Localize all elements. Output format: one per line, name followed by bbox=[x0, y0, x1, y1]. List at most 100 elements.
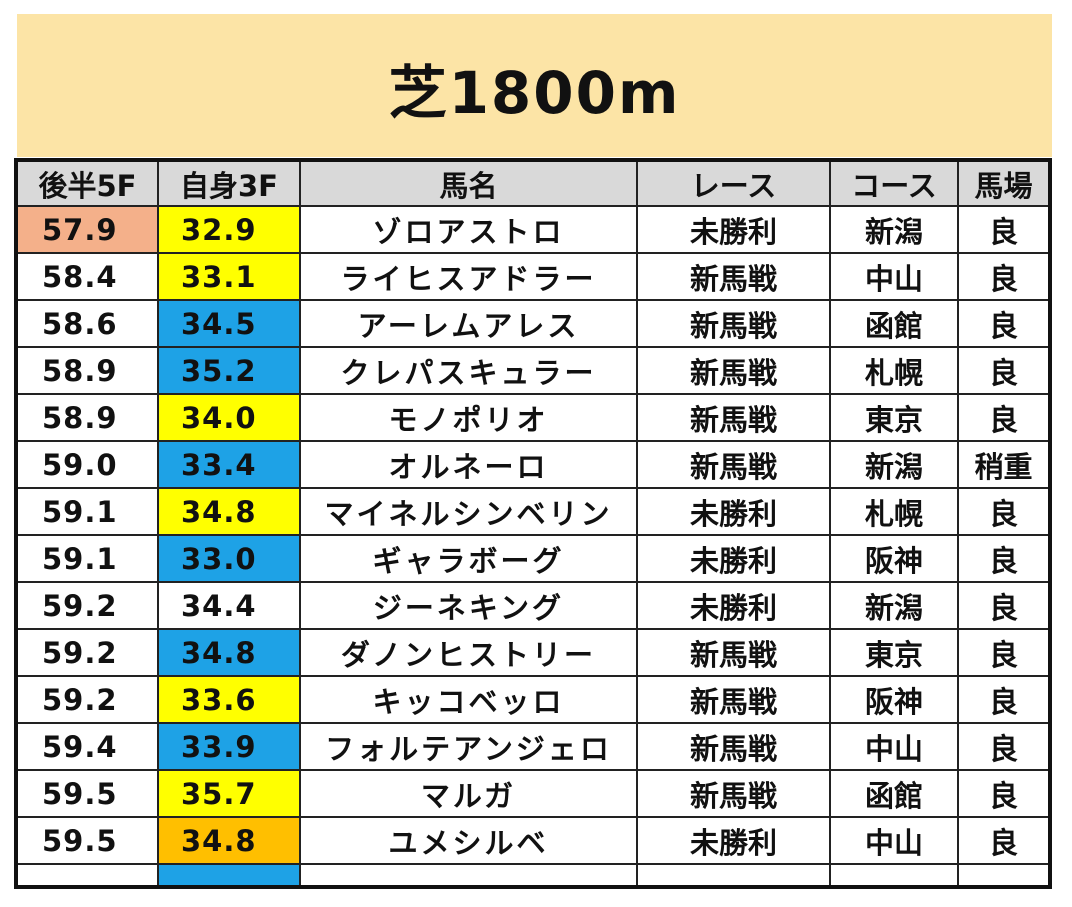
cell-going: 良 bbox=[957, 816, 1051, 865]
cell-own3f: 33.0 bbox=[157, 534, 301, 583]
cell-going: 稍重 bbox=[957, 440, 1051, 489]
cell-own3f: 35.7 bbox=[157, 769, 301, 818]
cell-going: 良 bbox=[957, 252, 1051, 301]
table-body: 57.9 32.9 ゾロアストロ 未勝利 新潟良 58.4 33.1 ライヒスアドラー 新馬戦中… bbox=[15, 205, 1051, 888]
cell-own3f: 33.1 bbox=[157, 252, 301, 301]
cell-course: 新潟 bbox=[829, 205, 959, 254]
cell-course: 中山 bbox=[829, 252, 959, 301]
title-banner: 芝1800m bbox=[17, 14, 1052, 157]
cell-late5f: 58.4 bbox=[15, 252, 159, 301]
table-row: 59.2 34.8 ダノンヒストリー 新馬戦 東京良 bbox=[15, 628, 1051, 677]
cell-own3f: 34.4 bbox=[157, 581, 301, 630]
table-row: 58.6 34.5 アーレムアレス 新馬戦 函館良 bbox=[15, 299, 1051, 348]
table-header: 後半5F 自身3F 馬名 レース コース 馬場 bbox=[15, 159, 1051, 207]
cell-own3f: 35.2 bbox=[157, 346, 301, 395]
cell-race: 新馬戦 bbox=[636, 769, 831, 818]
cell-own3f: 34.8 bbox=[157, 628, 301, 677]
cell-course: 阪神 bbox=[829, 675, 959, 724]
cell-going: 良 bbox=[957, 346, 1051, 395]
cell-going: 良 bbox=[957, 581, 1051, 630]
cell-late5f-partial bbox=[15, 863, 159, 888]
cell-horse-name: ダノンヒストリー bbox=[299, 628, 638, 677]
cell-late5f: 59.5 bbox=[15, 769, 159, 818]
table-row: 58.9 34.0 モノポリオ 新馬戦 東京良 bbox=[15, 393, 1051, 442]
header-horse-name: 馬名 bbox=[299, 159, 638, 207]
cell-going: 良 bbox=[957, 393, 1051, 442]
cell-horse-name: ユメシルベ bbox=[299, 816, 638, 865]
cell-race: 新馬戦 bbox=[636, 393, 831, 442]
header-race: レース bbox=[636, 159, 831, 207]
cell-course: 東京 bbox=[829, 628, 959, 677]
cell-horse-name: アーレムアレス bbox=[299, 299, 638, 348]
table-row: 58.4 33.1 ライヒスアドラー 新馬戦 中山良 bbox=[15, 252, 1051, 301]
cell-horse-name: ギャラボーグ bbox=[299, 534, 638, 583]
cell-own3f: 34.8 bbox=[157, 487, 301, 536]
header-late5f: 後半5F bbox=[15, 159, 159, 207]
cell-race: 新馬戦 bbox=[636, 346, 831, 395]
cell-late5f: 59.5 bbox=[15, 816, 159, 865]
cell-course: 中山 bbox=[829, 816, 959, 865]
cell-course: 新潟 bbox=[829, 581, 959, 630]
table-row: 59.1 33.0 ギャラボーグ 未勝利 阪神良 bbox=[15, 534, 1051, 583]
cell-going: 良 bbox=[957, 722, 1051, 771]
cell-course: 中山 bbox=[829, 722, 959, 771]
cell-late5f: 58.9 bbox=[15, 346, 159, 395]
cell-race: 未勝利 bbox=[636, 487, 831, 536]
cell-race: 未勝利 bbox=[636, 205, 831, 254]
cell-course: 函館 bbox=[829, 769, 959, 818]
results-table: 後半5F 自身3F 馬名 レース コース 馬場 57.9 32.9 ゾロアストロ 未勝… bbox=[14, 158, 1052, 889]
table-row: 57.9 32.9 ゾロアストロ 未勝利 新潟良 bbox=[15, 205, 1051, 254]
cell-late5f: 59.1 bbox=[15, 487, 159, 536]
cell-own3f: 33.4 bbox=[157, 440, 301, 489]
cell-own3f: 34.8 bbox=[157, 816, 301, 865]
cell-course-partial bbox=[829, 863, 959, 888]
cell-race: 未勝利 bbox=[636, 581, 831, 630]
page-title: 芝1800m bbox=[388, 58, 681, 127]
table-row-partial bbox=[15, 863, 1051, 888]
cell-horse-name: ライヒスアドラー bbox=[299, 252, 638, 301]
cell-own3f: 34.0 bbox=[157, 393, 301, 442]
cell-horse-name: モノポリオ bbox=[299, 393, 638, 442]
cell-horse-name: ジーネキング bbox=[299, 581, 638, 630]
cell-horse-name: フォルテアンジェロ bbox=[299, 722, 638, 771]
cell-horse-name: キッコベッロ bbox=[299, 675, 638, 724]
cell-going-partial bbox=[957, 863, 1051, 888]
table-row: 58.9 35.2 クレパスキュラー 新馬戦 札幌良 bbox=[15, 346, 1051, 395]
cell-late5f: 59.2 bbox=[15, 628, 159, 677]
header-row: 後半5F 自身3F 馬名 レース コース 馬場 bbox=[15, 159, 1051, 207]
cell-late5f: 57.9 bbox=[15, 205, 159, 254]
cell-horse-name-partial bbox=[299, 863, 638, 888]
cell-race: 新馬戦 bbox=[636, 675, 831, 724]
header-own3f: 自身3F bbox=[157, 159, 301, 207]
cell-horse-name: クレパスキュラー bbox=[299, 346, 638, 395]
cell-own3f: 34.5 bbox=[157, 299, 301, 348]
cell-course: 阪神 bbox=[829, 534, 959, 583]
cell-going: 良 bbox=[957, 675, 1051, 724]
cell-going: 良 bbox=[957, 205, 1051, 254]
cell-going: 良 bbox=[957, 487, 1051, 536]
cell-late5f: 59.2 bbox=[15, 675, 159, 724]
cell-course: 札幌 bbox=[829, 346, 959, 395]
cell-horse-name: マイネルシンベリン bbox=[299, 487, 638, 536]
cell-race: 新馬戦 bbox=[636, 299, 831, 348]
table-row: 59.5 35.7 マルガ 新馬戦 函館良 bbox=[15, 769, 1051, 818]
cell-going: 良 bbox=[957, 534, 1051, 583]
cell-race: 未勝利 bbox=[636, 534, 831, 583]
cell-horse-name: オルネーロ bbox=[299, 440, 638, 489]
cell-race: 新馬戦 bbox=[636, 252, 831, 301]
cell-going: 良 bbox=[957, 299, 1051, 348]
cell-own3f: 32.9 bbox=[157, 205, 301, 254]
table-row: 59.4 33.9 フォルテアンジェロ 新馬戦 中山良 bbox=[15, 722, 1051, 771]
cell-horse-name: ゾロアストロ bbox=[299, 205, 638, 254]
cell-going: 良 bbox=[957, 769, 1051, 818]
cell-late5f: 59.0 bbox=[15, 440, 159, 489]
table-row: 59.0 33.4 オルネーロ 新馬戦 新潟 稍重 bbox=[15, 440, 1051, 489]
table-row: 59.2 33.6 キッコベッロ 新馬戦 阪神良 bbox=[15, 675, 1051, 724]
table-row: 59.5 34.8 ユメシルベ 未勝利 中山良 bbox=[15, 816, 1051, 865]
header-going: 馬場 bbox=[957, 159, 1051, 207]
cell-race: 新馬戦 bbox=[636, 628, 831, 677]
cell-late5f: 59.2 bbox=[15, 581, 159, 630]
cell-horse-name: マルガ bbox=[299, 769, 638, 818]
cell-course: 札幌 bbox=[829, 487, 959, 536]
cell-own3f: 33.9 bbox=[157, 722, 301, 771]
